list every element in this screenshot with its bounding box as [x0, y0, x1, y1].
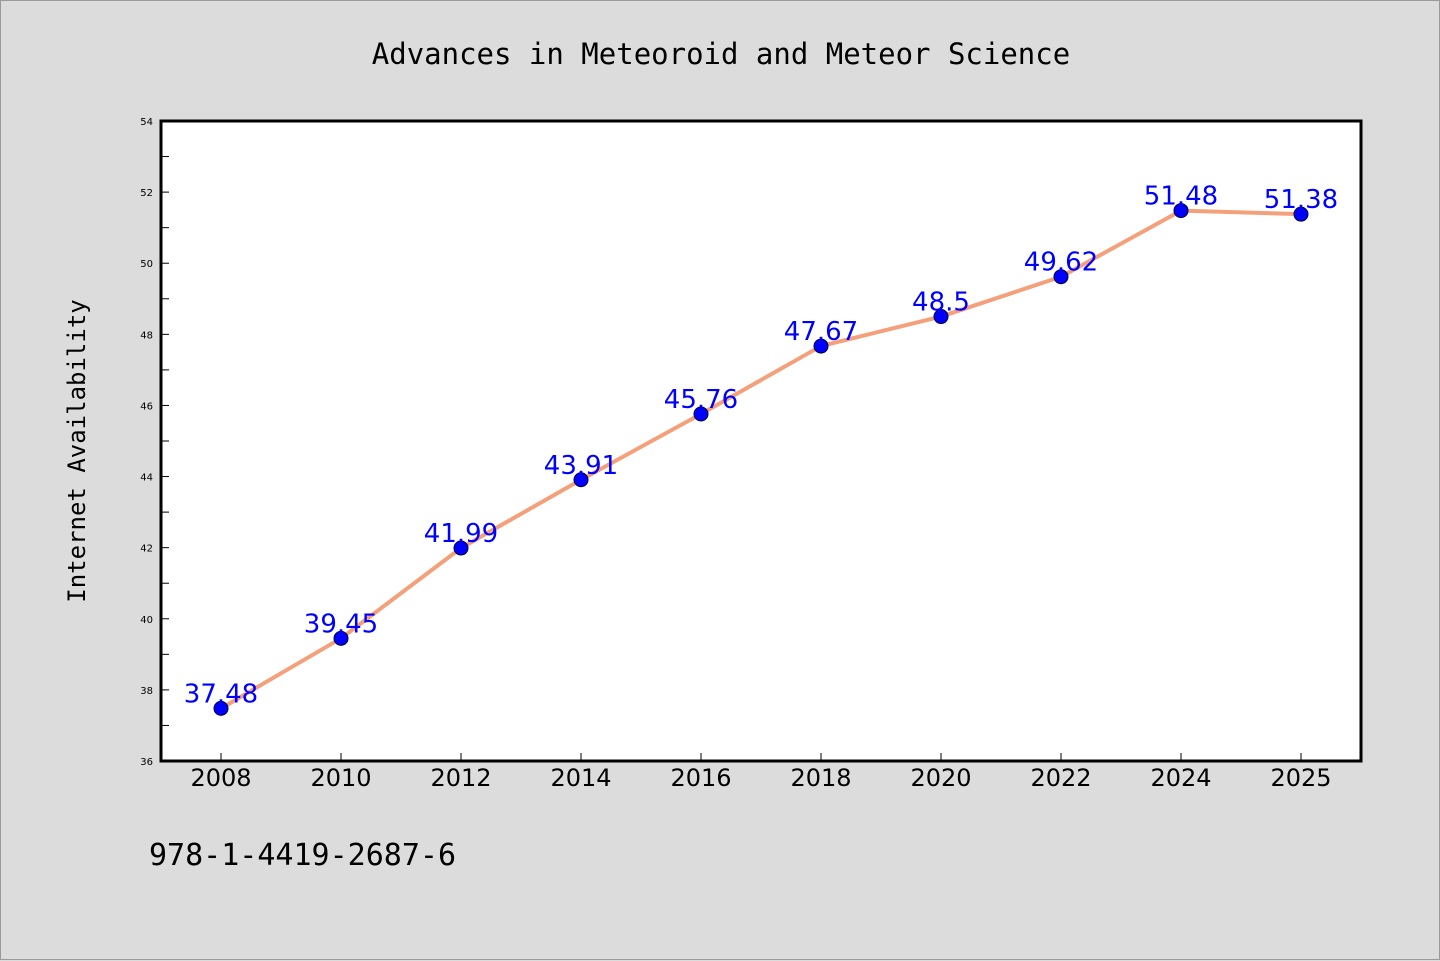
- x-tick-label: 2016: [670, 764, 731, 792]
- y-axis-label: Internet Availability: [63, 299, 91, 602]
- y-tick-label: 46: [140, 401, 153, 412]
- plot-area: [159, 119, 1363, 763]
- data-point: [693, 406, 709, 422]
- series-line-group: [219, 208, 1303, 711]
- data-value-label: 39.45: [304, 609, 378, 639]
- data-value-label: 45.76: [664, 385, 738, 415]
- x-tick-label: 2014: [550, 764, 611, 792]
- data-point: [213, 700, 229, 716]
- data-labels: 37.48 39.45 41.99 43.91 45.76 47.67 48.5 49.62 5…: [184, 182, 1338, 710]
- y-tick-label: 48: [140, 330, 153, 341]
- y-tick-label: 36: [140, 757, 153, 768]
- data-value-label: 37.48: [184, 679, 258, 709]
- data-point: [933, 309, 949, 325]
- data-value-label: 48.5: [912, 288, 970, 318]
- x-tick-label: 2024: [1150, 764, 1211, 792]
- data-point: [453, 540, 469, 556]
- data-value-label: 51.38: [1264, 185, 1338, 215]
- x-tick-label: 2008: [190, 764, 251, 792]
- data-value-label: 43.91: [544, 451, 618, 481]
- data-point: [573, 472, 589, 488]
- x-tick-label: 2010: [310, 764, 371, 792]
- x-tick-label: 2025: [1270, 764, 1331, 792]
- y-tick-label: 52: [140, 188, 153, 199]
- data-point: [1173, 203, 1189, 219]
- data-point: [333, 630, 349, 646]
- data-value-label: 49.62: [1024, 248, 1098, 278]
- y-tick-label: 42: [140, 544, 153, 555]
- y-tick-label: 38: [140, 686, 153, 697]
- x-tick-label: 2018: [790, 764, 851, 792]
- y-tick-label: 50: [140, 259, 153, 270]
- data-point: [1053, 269, 1069, 285]
- data-value-label: 47.67: [784, 317, 858, 347]
- x-tick-label: 2022: [1030, 764, 1091, 792]
- data-value-label: 51.48: [1144, 182, 1218, 212]
- x-tick-label: 2012: [430, 764, 491, 792]
- y-axis-ticks: 36 38 40 42 44 46 48 50 52 54: [140, 117, 169, 768]
- data-value-label: 41.99: [424, 519, 498, 549]
- x-tick-label: 2020: [910, 764, 971, 792]
- data-point: [813, 338, 829, 354]
- isbn-footer: 978-1-4419-2687-6: [149, 838, 456, 873]
- chart-title: Advances in Meteoroid and Meteor Science: [372, 37, 1070, 71]
- x-axis-ticks: 2008 2010 2012 2014 2016 2018 2020 2022 2024 2025: [190, 753, 1332, 792]
- data-point: [1293, 206, 1309, 222]
- data-markers: [213, 203, 1309, 716]
- series-line: [219, 208, 1303, 711]
- y-tick-label: 44: [140, 473, 153, 484]
- y-tick-label: 54: [140, 117, 153, 128]
- y-tick-label: 40: [140, 615, 153, 626]
